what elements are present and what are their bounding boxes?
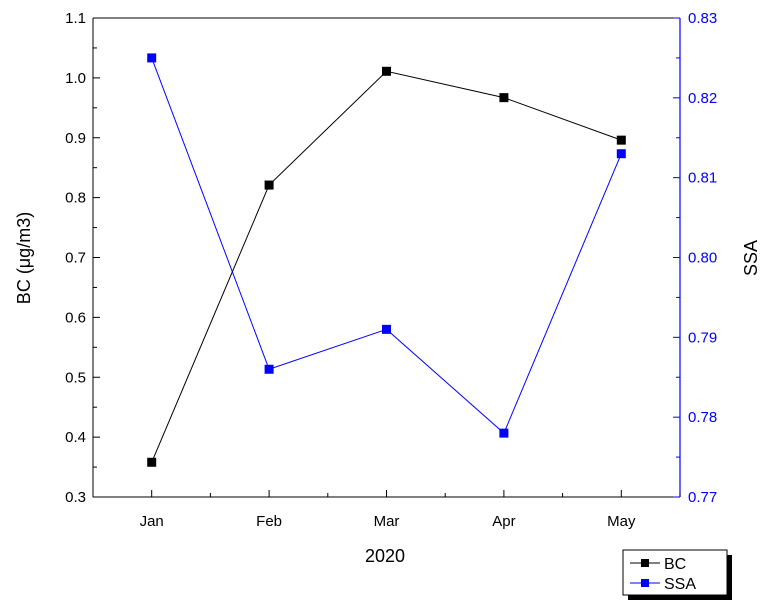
left-tick-label: 0.9 (65, 130, 86, 147)
left-tick-label: 1.0 (65, 70, 86, 87)
data-point-bc (147, 457, 157, 467)
legend-bc-label: BC (664, 556, 686, 573)
right-tick-label: 0.82 (688, 90, 717, 107)
left-y-axis: 0.3 0.4 0.5 0.6 0.7 0.8 0.9 1.0 1.1 (65, 10, 100, 506)
left-tick-label: 1.1 (65, 10, 86, 27)
data-point-bc (616, 135, 626, 145)
x-axis: Jan Feb Mar Apr May (92, 490, 681, 530)
data-point-bc (264, 180, 274, 190)
left-tick-label: 0.4 (65, 429, 86, 446)
right-y-axis: 0.77 0.78 0.79 0.80 0.81 0.82 0.83 (673, 10, 717, 506)
data-point-bc (499, 93, 509, 103)
right-tick-label: 0.78 (688, 409, 717, 426)
data-point-ssa (147, 53, 157, 63)
legend-bc-marker (641, 559, 649, 567)
left-y-axis-title: BC (μg/m3) (14, 212, 34, 304)
data-point-bc (382, 66, 391, 76)
legend-box (622, 549, 728, 596)
right-tick-label: 0.80 (688, 250, 717, 267)
x-tick-label: Feb (256, 513, 282, 530)
series-layer (147, 53, 626, 467)
series-line-bc (151, 70, 622, 463)
left-tick-label: 0.8 (65, 190, 86, 207)
right-tick-label: 0.79 (688, 329, 717, 346)
legend: BC SSA (622, 549, 732, 600)
data-point-ssa (499, 428, 509, 438)
left-tick-label: 0.3 (65, 489, 86, 506)
right-tick-label: 0.83 (688, 10, 717, 27)
legend-ssa-label: SSA (664, 576, 696, 593)
x-tick-label: May (607, 513, 636, 530)
x-tick-label: Mar (374, 513, 400, 530)
x-axis-title: 2020 (365, 546, 405, 566)
right-tick-label: 0.81 (688, 170, 717, 187)
left-tick-label: 0.5 (65, 369, 86, 386)
legend-ssa-marker (641, 579, 649, 587)
right-y-axis-title: SSA (741, 240, 761, 276)
x-tick-label: Jan (140, 513, 164, 530)
left-tick-label: 0.7 (65, 250, 86, 267)
right-tick-label: 0.77 (688, 489, 717, 506)
plot-frame (92, 17, 681, 498)
x-tick-label: Apr (492, 513, 515, 530)
data-point-ssa (616, 149, 626, 159)
left-tick-label: 0.6 (65, 309, 86, 326)
data-point-ssa (264, 364, 274, 374)
data-point-ssa (382, 324, 391, 334)
